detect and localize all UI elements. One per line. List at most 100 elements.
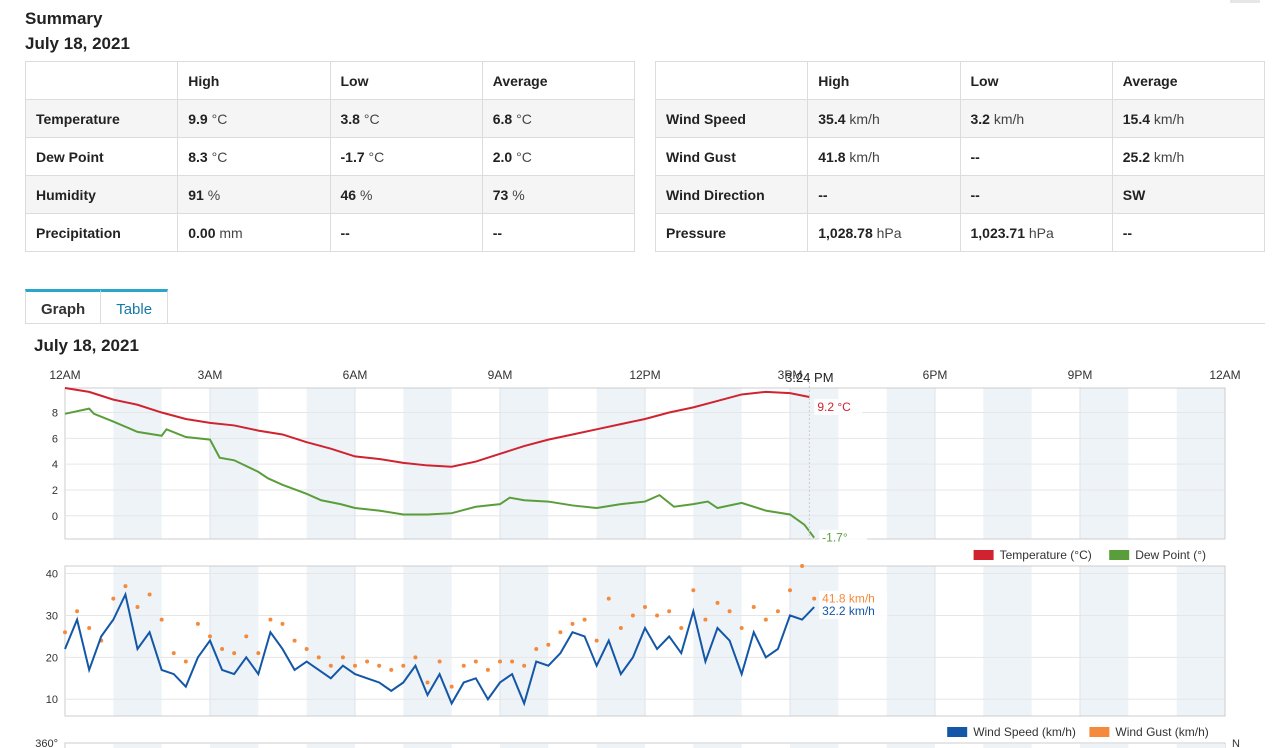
wind-gust-point bbox=[389, 667, 394, 672]
row-label: Wind Speed bbox=[654, 99, 809, 138]
wind-gust-point bbox=[401, 663, 406, 668]
cell-unit: °C bbox=[364, 148, 385, 165]
cell-value: 3.2 bbox=[970, 110, 990, 127]
y-tick-label: 20 bbox=[46, 652, 58, 664]
table-corner bbox=[24, 61, 179, 100]
wind-gust-point bbox=[63, 630, 67, 635]
tab-divider bbox=[25, 323, 1265, 324]
cell-value: 41.8 bbox=[818, 148, 846, 165]
time-axis-label: 3AM bbox=[198, 368, 223, 382]
hour-band bbox=[1080, 566, 1129, 716]
wind-gust-point bbox=[630, 613, 635, 618]
wind-gust-point bbox=[413, 655, 418, 660]
legend-label: Dew Point (°) bbox=[1135, 548, 1206, 562]
legend-label: Wind Gust (km/h) bbox=[1115, 725, 1208, 739]
wind-gust-point bbox=[87, 626, 92, 631]
table-cell: 0.00 mm bbox=[177, 213, 331, 252]
y-tick-label: 30 bbox=[46, 610, 58, 622]
y-tick-label: 4 bbox=[52, 459, 58, 471]
row-label: Precipitation bbox=[24, 213, 179, 252]
dew-point-line bbox=[64, 407, 815, 539]
time-axis-label: 12PM bbox=[629, 368, 660, 382]
wind-gust-point bbox=[111, 596, 116, 601]
wind-gust-point bbox=[643, 605, 647, 610]
wind-gust-point bbox=[473, 659, 478, 664]
wind-gust-point bbox=[655, 613, 660, 618]
cell-unit: °C bbox=[207, 110, 228, 127]
wind-gust-point bbox=[800, 564, 805, 568]
wind-gust-point bbox=[280, 621, 285, 626]
end-label-bg bbox=[819, 529, 868, 546]
table-cell: 3.8 °C bbox=[329, 99, 483, 138]
table-row: Precipitation 0.00 mm -- -- bbox=[24, 213, 636, 252]
wind-gust-point bbox=[147, 592, 152, 597]
wind-gust-point bbox=[679, 626, 684, 631]
row-label: Humidity bbox=[24, 175, 179, 214]
wind-gust-point bbox=[244, 634, 249, 639]
wind-gust-point bbox=[485, 667, 490, 672]
cell-unit: km/h bbox=[845, 148, 880, 165]
cell-unit: km/h bbox=[845, 110, 880, 127]
summary-table-temperature: High Low Average Temperature 9.9 °C 3.8 °C 6.8… bbox=[24, 61, 636, 252]
table-cell: 1,023.71 hPa bbox=[959, 213, 1113, 252]
column-header: Low bbox=[329, 61, 483, 100]
tab-graph[interactable]: Graph bbox=[25, 289, 102, 324]
temperature-line bbox=[64, 387, 810, 468]
wind-gust-point bbox=[425, 680, 430, 685]
wind-gust-point bbox=[606, 596, 611, 601]
tab-table[interactable]: Table bbox=[101, 289, 169, 324]
wind-gust-point bbox=[135, 605, 140, 610]
hour-band bbox=[306, 566, 355, 716]
cell-value: 35.4 bbox=[818, 110, 846, 127]
wind-gust-point bbox=[727, 609, 732, 614]
wind-gust-point bbox=[558, 630, 563, 635]
wind-gust-point bbox=[365, 659, 370, 664]
y-tick-label: 40 bbox=[46, 569, 58, 581]
wind-gust-point bbox=[256, 651, 261, 656]
wind-gust-point bbox=[522, 663, 527, 668]
wind-gust-point bbox=[171, 651, 176, 656]
cell-value: 1,028.78 bbox=[818, 224, 873, 241]
legend-swatch bbox=[1089, 727, 1110, 737]
wind-gust-point bbox=[703, 617, 708, 622]
hour-band bbox=[983, 388, 1032, 539]
table-row: Temperature 9.9 °C 3.8 °C 6.8 °C bbox=[24, 99, 636, 138]
table-cell: 35.4 km/h bbox=[807, 99, 961, 138]
wind-gust-point bbox=[691, 588, 696, 593]
hour-band bbox=[790, 566, 839, 716]
wind-gust-point bbox=[594, 638, 599, 643]
wind-gust-point bbox=[534, 646, 539, 651]
cell-value: -- bbox=[1122, 224, 1133, 241]
hour-band bbox=[886, 566, 935, 716]
table-cell: 1,028.78 hPa bbox=[807, 213, 961, 252]
row-label: Pressure bbox=[654, 213, 809, 252]
hour-band bbox=[596, 744, 645, 748]
cell-unit: °C bbox=[512, 148, 532, 165]
wind-gust-point bbox=[788, 588, 792, 593]
page-scrollbar-stub bbox=[1230, 0, 1260, 3]
cell-unit: hPa bbox=[872, 224, 902, 241]
y-tick-label: 0 bbox=[52, 511, 58, 523]
cell-value: -- bbox=[340, 224, 350, 241]
table-row: Dew Point 8.3 °C -1.7 °C 2.0 °C bbox=[24, 137, 636, 176]
wind-gust-point bbox=[510, 659, 515, 664]
cell-value: -1.7 bbox=[340, 148, 365, 165]
table-cell: 41.8 km/h bbox=[807, 137, 961, 176]
cell-value: 0.00 bbox=[188, 224, 216, 241]
summary-table-wind: High Low Average Wind Speed 35.4 km/h 3.2 km/… bbox=[654, 61, 1266, 252]
cell-value: -- bbox=[970, 186, 980, 203]
y-tick-label: 10 bbox=[46, 694, 58, 706]
graph-date: July 18, 2021 bbox=[34, 336, 139, 355]
table-row: Wind Speed 35.4 km/h 3.2 km/h 15.4 km/h bbox=[654, 99, 1266, 138]
hour-band bbox=[500, 566, 549, 716]
cell-value: 15.4 bbox=[1122, 110, 1150, 127]
legend-swatch bbox=[947, 727, 968, 737]
hour-band bbox=[403, 744, 452, 748]
wind-gust-point bbox=[340, 655, 345, 660]
cell-unit: °C bbox=[512, 110, 532, 127]
y-tick-label: 6 bbox=[52, 433, 58, 445]
wind-gust-point bbox=[546, 642, 551, 647]
hour-band bbox=[790, 744, 839, 748]
hour-band bbox=[113, 566, 162, 716]
